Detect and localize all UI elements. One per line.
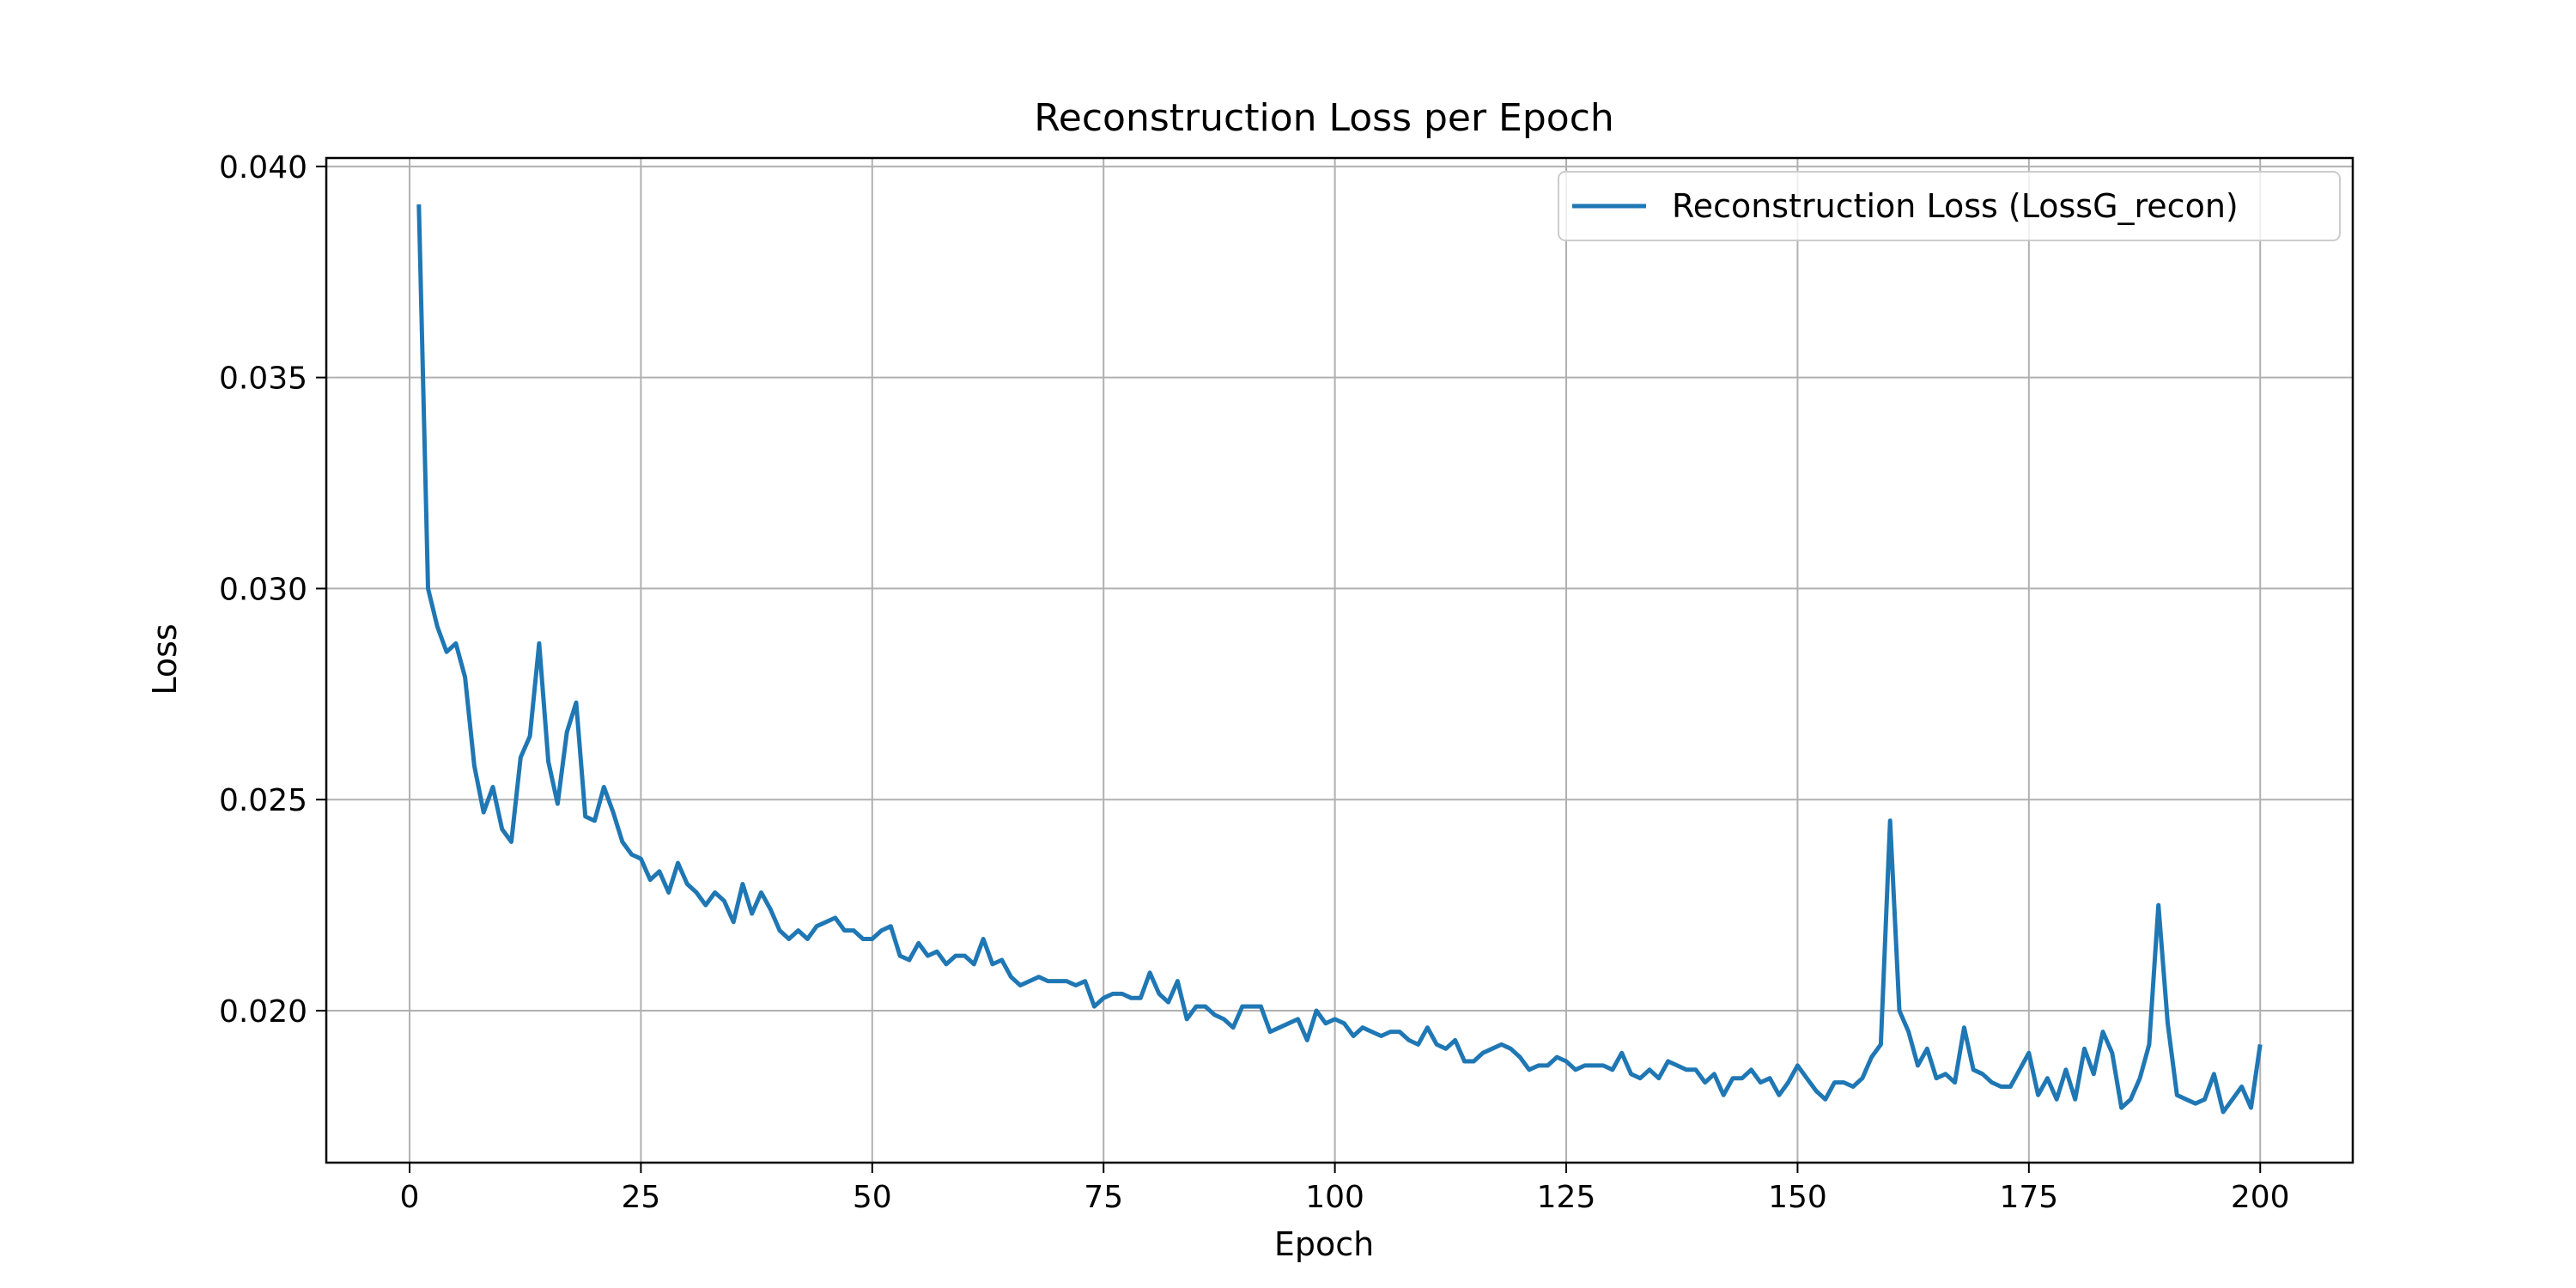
x-axis-label: Epoch — [1274, 1225, 1374, 1263]
x-tick-label: 25 — [621, 1180, 660, 1215]
legend: Reconstruction Loss (LossG_recon) — [1558, 171, 2341, 241]
x-tick-label: 100 — [1305, 1180, 1364, 1215]
y-tick-label: 0.025 — [219, 783, 307, 818]
y-tick-label: 0.035 — [219, 361, 307, 397]
y-tick-label: 0.030 — [219, 572, 307, 607]
chart-title: Reconstruction Loss per Epoch — [1034, 96, 1614, 140]
legend-entry-label: Reconstruction Loss (LossG_recon) — [1672, 187, 2239, 225]
grid-lines — [326, 158, 2353, 1163]
y-axis-label: Loss — [146, 623, 184, 695]
axis-ticks: 0 25 50 75 100 125 150 175 200 0.020 0.025 0.030 0.0… — [219, 150, 2290, 1215]
x-tick-label: 175 — [1999, 1180, 2058, 1215]
loss-series-line — [416, 204, 2263, 1115]
x-tick-label: 200 — [2231, 1180, 2290, 1215]
y-tick-label: 0.040 — [219, 150, 307, 185]
series-layer — [416, 204, 2263, 1115]
plot-frame — [325, 156, 2354, 1164]
legend-box — [1558, 171, 2341, 241]
y-tick-label: 0.020 — [219, 994, 307, 1030]
x-tick-label: 0 — [400, 1180, 420, 1215]
x-tick-label: 125 — [1537, 1180, 1596, 1215]
x-tick-label: 75 — [1084, 1180, 1123, 1215]
x-tick-label: 50 — [853, 1180, 892, 1215]
x-tick-label: 150 — [1768, 1180, 1827, 1215]
